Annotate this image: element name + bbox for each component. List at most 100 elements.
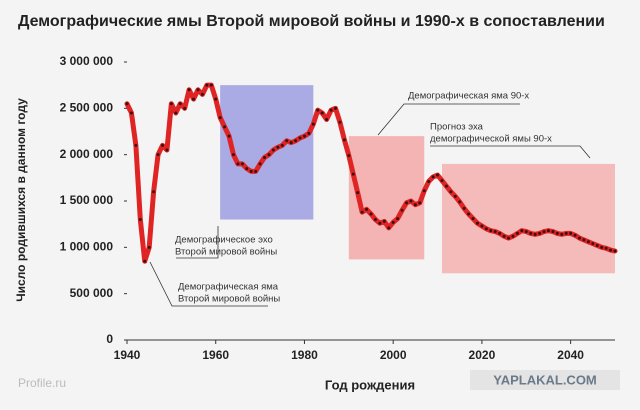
data-point xyxy=(231,153,235,157)
data-point xyxy=(307,131,311,135)
data-point xyxy=(507,236,511,240)
watermark: YAPLAKAL.COM xyxy=(493,372,597,387)
data-point xyxy=(467,212,471,216)
data-point xyxy=(174,111,178,115)
data-point xyxy=(538,231,542,235)
annotation: Демографическое эхо xyxy=(175,235,273,246)
data-point xyxy=(453,194,457,198)
data-point xyxy=(196,88,200,92)
annotation: Второй мировой войны xyxy=(175,247,277,258)
data-point xyxy=(183,106,187,110)
data-point xyxy=(436,173,440,177)
data-point xyxy=(192,97,196,101)
data-point xyxy=(214,97,218,101)
y-tick-label: 1 000 000 xyxy=(60,240,114,254)
data-point xyxy=(294,139,298,143)
data-point xyxy=(480,224,484,228)
data-point xyxy=(143,259,147,263)
data-point xyxy=(240,162,244,166)
data-point xyxy=(298,136,302,140)
annotation-leader xyxy=(149,261,268,307)
data-point xyxy=(578,236,582,240)
data-point xyxy=(267,153,271,157)
data-point xyxy=(338,120,342,124)
data-point xyxy=(125,102,129,106)
data-point xyxy=(484,227,488,231)
data-point xyxy=(471,217,475,221)
data-point xyxy=(160,143,164,147)
annotation: Прогноз эха xyxy=(430,122,484,133)
x-tick-label: 1940 xyxy=(114,348,141,362)
data-point xyxy=(129,111,133,115)
data-point xyxy=(422,189,426,193)
data-point xyxy=(351,172,355,176)
y-tick-label: 3 000 000 xyxy=(60,54,114,68)
data-point xyxy=(289,141,293,145)
data-point xyxy=(258,162,262,166)
data-point xyxy=(147,245,151,249)
data-point xyxy=(515,231,519,235)
data-point xyxy=(347,154,351,158)
data-point xyxy=(604,246,608,250)
data-point xyxy=(573,233,577,237)
data-point xyxy=(382,219,386,223)
highlight-region xyxy=(441,163,615,274)
data-point xyxy=(320,111,324,115)
annotation: Демографическая яма xyxy=(178,282,279,293)
data-point xyxy=(520,229,524,233)
data-point xyxy=(205,83,209,87)
data-point xyxy=(378,221,382,225)
data-point xyxy=(236,162,240,166)
data-point xyxy=(489,229,493,233)
data-point xyxy=(325,117,329,121)
data-point xyxy=(342,138,346,142)
data-point xyxy=(529,231,533,235)
data-point xyxy=(249,169,253,173)
data-point xyxy=(404,201,408,205)
data-point xyxy=(462,206,466,210)
data-point xyxy=(600,245,604,249)
x-tick-label: 1960 xyxy=(202,348,229,362)
y-tick-label: 0 xyxy=(106,332,113,346)
annotation: Второй мировой войны xyxy=(178,294,280,305)
data-point xyxy=(276,145,280,149)
data-point xyxy=(169,102,173,106)
data-point xyxy=(271,148,275,152)
x-axis-label: Год рождения xyxy=(325,377,415,392)
data-point xyxy=(418,201,422,205)
data-point xyxy=(524,230,528,234)
annotation-leader xyxy=(430,145,591,159)
data-point xyxy=(413,203,417,207)
x-tick-label: 2020 xyxy=(469,348,496,362)
data-point xyxy=(396,217,400,221)
data-point xyxy=(431,175,435,179)
data-point xyxy=(458,200,462,204)
data-point xyxy=(369,212,373,216)
data-point xyxy=(329,108,333,112)
data-point xyxy=(613,249,617,253)
data-point xyxy=(263,155,267,159)
data-point xyxy=(302,134,306,138)
highlight-region xyxy=(220,85,314,220)
data-point xyxy=(449,190,453,194)
data-point xyxy=(400,208,404,212)
data-point xyxy=(209,83,213,87)
data-point xyxy=(533,232,537,236)
data-point xyxy=(569,231,573,235)
data-point xyxy=(373,218,377,222)
data-point xyxy=(582,238,586,242)
data-point xyxy=(498,231,502,235)
data-point xyxy=(356,191,360,195)
data-point xyxy=(595,243,599,247)
y-tick-label: 1 500 000 xyxy=(60,193,114,207)
data-point xyxy=(391,220,395,224)
data-point xyxy=(387,226,391,230)
data-point xyxy=(152,190,156,194)
data-point xyxy=(156,153,160,157)
data-point xyxy=(555,231,559,235)
data-point xyxy=(365,207,369,211)
data-point xyxy=(440,179,444,183)
data-point xyxy=(134,143,138,147)
y-tick-label: 500 000 xyxy=(70,286,114,300)
